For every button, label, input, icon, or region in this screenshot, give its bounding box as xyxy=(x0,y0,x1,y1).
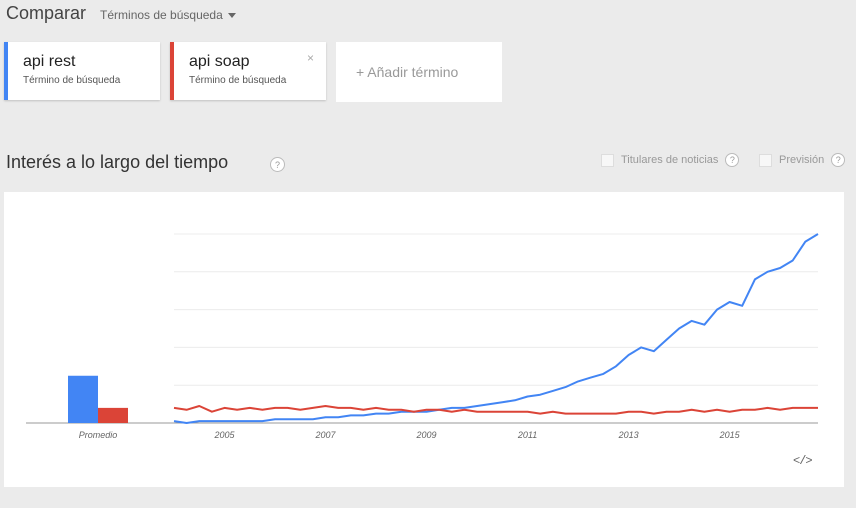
interest-chart: Promedio 2005 2007 2009 2011 2013 2015 xyxy=(26,233,819,440)
term-card-api-soap[interactable]: api soap Término de búsqueda × xyxy=(170,42,326,100)
news-headlines-checkbox[interactable] xyxy=(601,153,614,167)
series-line xyxy=(173,233,819,424)
forecast-label: Previsión xyxy=(779,154,825,166)
average-bar xyxy=(98,407,128,423)
average-label: Promedio xyxy=(79,430,118,440)
term-name[interactable]: api soap xyxy=(189,53,250,70)
x-tick-label: 2007 xyxy=(315,430,337,440)
series-line xyxy=(173,405,818,415)
news-headlines-option: Titulares de noticias ? xyxy=(601,153,740,167)
term-type: Término de búsqueda xyxy=(189,75,287,86)
x-tick-label: 2011 xyxy=(517,430,537,440)
search-terms-dropdown[interactable]: Términos de búsqueda xyxy=(100,8,236,22)
chevron-down-icon xyxy=(227,12,236,18)
embed-code-icon[interactable]: </> xyxy=(793,454,813,468)
x-tick-label: 2005 xyxy=(213,430,235,440)
help-icon[interactable]: ? xyxy=(831,153,846,167)
compare-header: Comparar Términos de búsqueda xyxy=(6,3,236,24)
forecast-option: Previsión ? xyxy=(759,153,846,167)
help-icon[interactable]: ? xyxy=(270,157,285,172)
term-type: Término de búsqueda xyxy=(23,75,121,86)
news-headlines-label: Titulares de noticias xyxy=(621,154,719,166)
section-title: Interés a lo largo del tiempo xyxy=(6,152,229,172)
x-tick-label: 2013 xyxy=(618,430,639,440)
help-icon[interactable]: ? xyxy=(725,153,740,167)
add-term-label: + Añadir término xyxy=(356,64,459,80)
forecast-checkbox[interactable] xyxy=(759,153,772,167)
close-icon[interactable]: × xyxy=(306,51,314,65)
term-color-stripe xyxy=(4,42,8,100)
page-title: Comparar xyxy=(6,3,87,23)
dropdown-label: Términos de búsqueda xyxy=(100,8,223,22)
term-card-api-rest[interactable]: api rest Término de búsqueda xyxy=(4,42,160,100)
average-bar xyxy=(68,375,98,423)
x-tick-label: 2015 xyxy=(719,430,741,440)
x-tick-label: 2009 xyxy=(416,430,437,440)
term-name[interactable]: api rest xyxy=(23,53,76,70)
add-term-button[interactable]: + Añadir término xyxy=(336,42,502,102)
term-color-stripe xyxy=(170,42,174,100)
interest-over-time-panel: Promedio 2005 2007 2009 2011 2013 2015 </> xyxy=(4,192,844,487)
